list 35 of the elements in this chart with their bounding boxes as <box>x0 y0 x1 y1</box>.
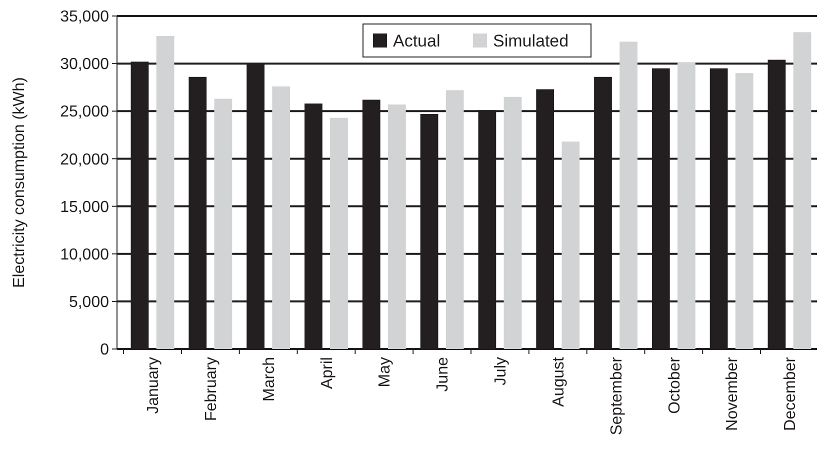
y-tick-label: 30,000 <box>60 56 110 74</box>
y-axis-title: Electricity consumption (kWh) <box>11 77 28 288</box>
legend-label: Actual <box>393 31 440 50</box>
y-tick-label: 25,000 <box>60 104 110 121</box>
bar <box>504 96 522 349</box>
bar <box>562 142 580 349</box>
y-tick-label: 5,000 <box>68 294 110 312</box>
bar <box>214 98 232 349</box>
bar <box>678 62 696 349</box>
y-tick-label: 35,000 <box>60 8 110 26</box>
x-tick-label: October <box>666 356 684 414</box>
bar <box>272 86 290 349</box>
bar <box>388 104 406 349</box>
x-tick-label: August <box>550 356 568 407</box>
x-tick-label: November <box>724 356 742 431</box>
y-tick-label: 20,000 <box>60 151 110 168</box>
bar <box>620 42 638 349</box>
y-tick-label: 10,000 <box>60 246 110 264</box>
y-tick-label: 0 <box>100 342 110 359</box>
x-tick-label: April <box>318 357 336 390</box>
x-tick-label: June <box>434 356 452 392</box>
x-tick-label: July <box>492 357 510 386</box>
bar <box>793 32 812 349</box>
x-tick-label: March <box>260 357 278 402</box>
x-tick-label: September <box>608 356 626 436</box>
x-tick-label: May <box>376 357 394 388</box>
bar <box>446 90 464 349</box>
x-tick-label: December <box>782 356 800 431</box>
x-tick-label: January <box>145 357 162 414</box>
bar <box>735 73 754 349</box>
y-tick-label: 15,000 <box>60 198 110 216</box>
bar <box>330 118 348 349</box>
x-tick-label: February <box>203 357 220 422</box>
bar <box>156 36 174 349</box>
legend-label: Simulated <box>493 31 569 50</box>
